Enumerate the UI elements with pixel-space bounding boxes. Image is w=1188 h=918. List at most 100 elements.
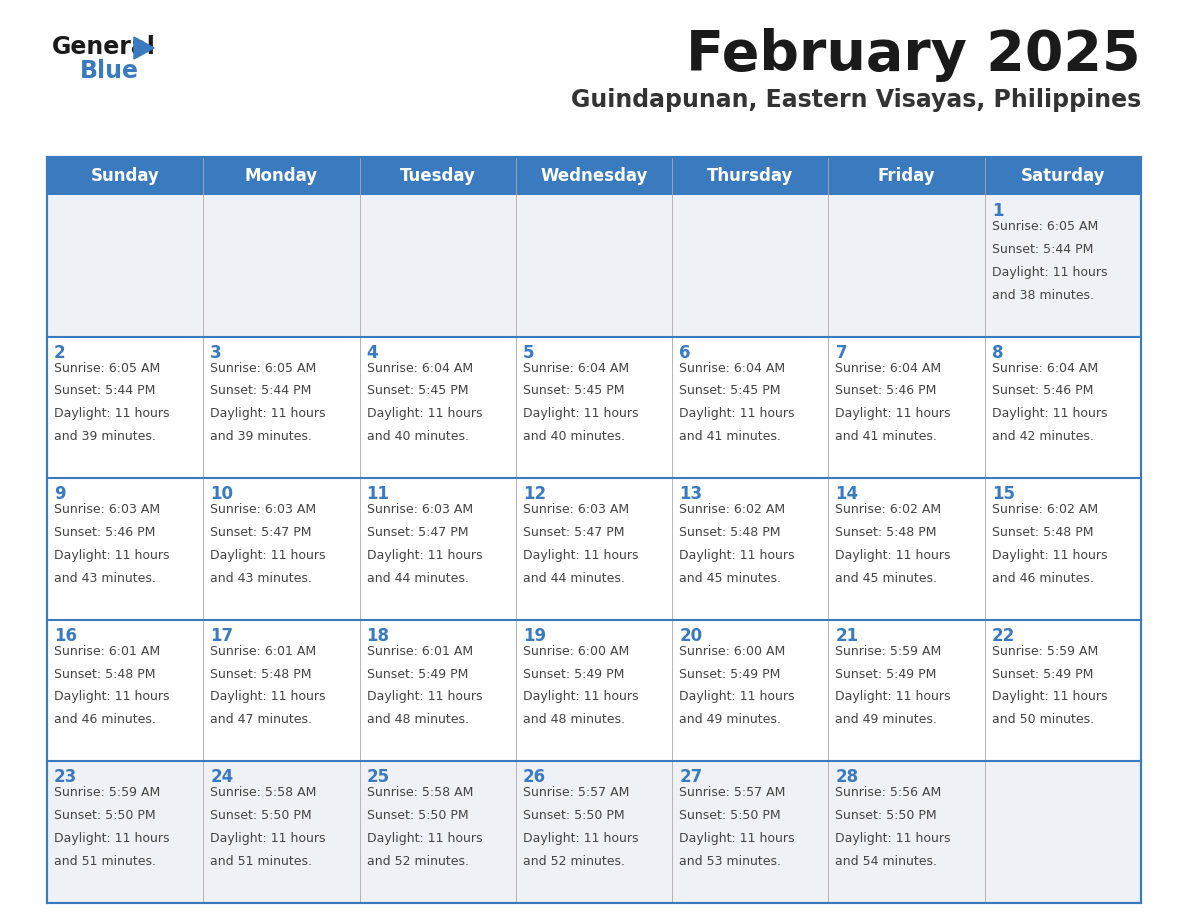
Text: Sunrise: 6:03 AM: Sunrise: 6:03 AM xyxy=(53,503,160,516)
Text: Sunset: 5:50 PM: Sunset: 5:50 PM xyxy=(210,810,312,823)
Text: and 51 minutes.: and 51 minutes. xyxy=(53,855,156,868)
Text: and 41 minutes.: and 41 minutes. xyxy=(680,431,781,443)
Text: Daylight: 11 hours: Daylight: 11 hours xyxy=(367,408,482,420)
Text: Sunrise: 6:03 AM: Sunrise: 6:03 AM xyxy=(367,503,473,516)
Text: Daylight: 11 hours: Daylight: 11 hours xyxy=(523,408,638,420)
Text: and 54 minutes.: and 54 minutes. xyxy=(835,855,937,868)
Text: Sunrise: 6:03 AM: Sunrise: 6:03 AM xyxy=(210,503,316,516)
Text: 13: 13 xyxy=(680,486,702,503)
Text: and 44 minutes.: and 44 minutes. xyxy=(367,572,468,585)
Text: and 44 minutes.: and 44 minutes. xyxy=(523,572,625,585)
Text: Sunrise: 6:04 AM: Sunrise: 6:04 AM xyxy=(992,362,1098,375)
Text: Daylight: 11 hours: Daylight: 11 hours xyxy=(680,549,795,562)
Text: Daylight: 11 hours: Daylight: 11 hours xyxy=(210,832,326,845)
Text: and 49 minutes.: and 49 minutes. xyxy=(680,713,781,726)
Text: Sunset: 5:50 PM: Sunset: 5:50 PM xyxy=(523,810,625,823)
Text: 2: 2 xyxy=(53,343,65,362)
Text: and 43 minutes.: and 43 minutes. xyxy=(53,572,156,585)
Text: and 50 minutes.: and 50 minutes. xyxy=(992,713,1094,726)
Text: Daylight: 11 hours: Daylight: 11 hours xyxy=(367,690,482,703)
Text: February 2025: February 2025 xyxy=(687,28,1140,82)
Text: 22: 22 xyxy=(992,627,1015,644)
Text: and 46 minutes.: and 46 minutes. xyxy=(992,572,1094,585)
Text: Sunset: 5:45 PM: Sunset: 5:45 PM xyxy=(523,385,625,397)
Text: Sunrise: 6:05 AM: Sunrise: 6:05 AM xyxy=(53,362,160,375)
Text: 16: 16 xyxy=(53,627,77,644)
Text: 1: 1 xyxy=(992,202,1003,220)
Text: Daylight: 11 hours: Daylight: 11 hours xyxy=(210,408,326,420)
Text: and 39 minutes.: and 39 minutes. xyxy=(210,431,312,443)
Text: Blue: Blue xyxy=(80,59,139,83)
Text: Sunrise: 6:04 AM: Sunrise: 6:04 AM xyxy=(835,362,942,375)
Text: Daylight: 11 hours: Daylight: 11 hours xyxy=(992,265,1107,279)
Text: and 40 minutes.: and 40 minutes. xyxy=(523,431,625,443)
Text: 7: 7 xyxy=(835,343,847,362)
Text: Sunset: 5:48 PM: Sunset: 5:48 PM xyxy=(53,667,156,680)
Text: and 45 minutes.: and 45 minutes. xyxy=(680,572,782,585)
Text: Sunset: 5:49 PM: Sunset: 5:49 PM xyxy=(367,667,468,680)
Text: 15: 15 xyxy=(992,486,1015,503)
Text: 14: 14 xyxy=(835,486,859,503)
Text: Daylight: 11 hours: Daylight: 11 hours xyxy=(367,549,482,562)
Text: Sunrise: 6:05 AM: Sunrise: 6:05 AM xyxy=(992,220,1098,233)
Text: Daylight: 11 hours: Daylight: 11 hours xyxy=(992,690,1107,703)
Text: Sunrise: 5:59 AM: Sunrise: 5:59 AM xyxy=(53,787,160,800)
Text: 6: 6 xyxy=(680,343,690,362)
Text: 26: 26 xyxy=(523,768,546,787)
Text: 3: 3 xyxy=(210,343,222,362)
Text: Sunset: 5:45 PM: Sunset: 5:45 PM xyxy=(680,385,781,397)
Text: Daylight: 11 hours: Daylight: 11 hours xyxy=(367,832,482,845)
Text: Daylight: 11 hours: Daylight: 11 hours xyxy=(835,832,950,845)
Text: Daylight: 11 hours: Daylight: 11 hours xyxy=(992,408,1107,420)
Text: Sunset: 5:44 PM: Sunset: 5:44 PM xyxy=(53,385,156,397)
Text: Tuesday: Tuesday xyxy=(400,167,475,185)
Bar xyxy=(48,157,1140,903)
Text: Sunrise: 6:01 AM: Sunrise: 6:01 AM xyxy=(210,644,316,658)
Text: Sunset: 5:49 PM: Sunset: 5:49 PM xyxy=(680,667,781,680)
Text: Sunrise: 5:59 AM: Sunrise: 5:59 AM xyxy=(835,644,942,658)
Text: Sunday: Sunday xyxy=(90,167,159,185)
Text: Sunrise: 6:04 AM: Sunrise: 6:04 AM xyxy=(523,362,628,375)
Text: Daylight: 11 hours: Daylight: 11 hours xyxy=(835,690,950,703)
Text: Daylight: 11 hours: Daylight: 11 hours xyxy=(835,549,950,562)
Text: Sunrise: 6:03 AM: Sunrise: 6:03 AM xyxy=(523,503,628,516)
Text: Sunrise: 6:02 AM: Sunrise: 6:02 AM xyxy=(680,503,785,516)
Text: 18: 18 xyxy=(367,627,390,644)
Text: Sunset: 5:47 PM: Sunset: 5:47 PM xyxy=(367,526,468,539)
Text: Sunrise: 6:02 AM: Sunrise: 6:02 AM xyxy=(835,503,942,516)
Text: and 46 minutes.: and 46 minutes. xyxy=(53,713,156,726)
Text: Daylight: 11 hours: Daylight: 11 hours xyxy=(210,690,326,703)
Text: and 42 minutes.: and 42 minutes. xyxy=(992,431,1094,443)
Text: and 38 minutes.: and 38 minutes. xyxy=(992,288,1094,301)
Text: Sunrise: 6:05 AM: Sunrise: 6:05 AM xyxy=(210,362,316,375)
Text: 28: 28 xyxy=(835,768,859,787)
Text: 17: 17 xyxy=(210,627,233,644)
Bar xyxy=(48,157,1140,195)
Text: Sunset: 5:48 PM: Sunset: 5:48 PM xyxy=(835,526,937,539)
Text: 20: 20 xyxy=(680,627,702,644)
Text: Sunset: 5:50 PM: Sunset: 5:50 PM xyxy=(53,810,156,823)
Text: Sunrise: 5:56 AM: Sunrise: 5:56 AM xyxy=(835,787,942,800)
Text: 4: 4 xyxy=(367,343,378,362)
Text: Sunset: 5:45 PM: Sunset: 5:45 PM xyxy=(367,385,468,397)
Text: Sunset: 5:50 PM: Sunset: 5:50 PM xyxy=(680,810,781,823)
Text: Sunrise: 6:02 AM: Sunrise: 6:02 AM xyxy=(992,503,1098,516)
Text: 11: 11 xyxy=(367,486,390,503)
Text: and 47 minutes.: and 47 minutes. xyxy=(210,713,312,726)
Text: 8: 8 xyxy=(992,343,1003,362)
Text: Sunrise: 6:01 AM: Sunrise: 6:01 AM xyxy=(53,644,160,658)
Text: Sunrise: 5:59 AM: Sunrise: 5:59 AM xyxy=(992,644,1098,658)
Text: 27: 27 xyxy=(680,768,702,787)
Text: Friday: Friday xyxy=(878,167,935,185)
Text: Daylight: 11 hours: Daylight: 11 hours xyxy=(53,690,170,703)
Text: 24: 24 xyxy=(210,768,234,787)
Text: Sunset: 5:48 PM: Sunset: 5:48 PM xyxy=(680,526,781,539)
Text: Sunset: 5:46 PM: Sunset: 5:46 PM xyxy=(992,385,1093,397)
Text: Saturday: Saturday xyxy=(1020,167,1105,185)
Text: and 43 minutes.: and 43 minutes. xyxy=(210,572,312,585)
Text: Sunset: 5:49 PM: Sunset: 5:49 PM xyxy=(992,667,1093,680)
Text: Sunset: 5:47 PM: Sunset: 5:47 PM xyxy=(210,526,311,539)
Text: 21: 21 xyxy=(835,627,859,644)
Text: Daylight: 11 hours: Daylight: 11 hours xyxy=(523,549,638,562)
Text: and 52 minutes.: and 52 minutes. xyxy=(523,855,625,868)
